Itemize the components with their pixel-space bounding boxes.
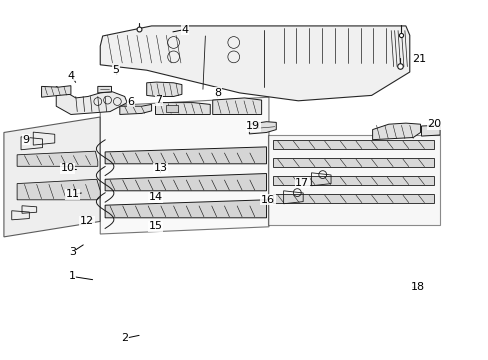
Text: 19: 19: [246, 121, 260, 131]
Text: 20: 20: [427, 119, 440, 129]
Text: 3: 3: [69, 247, 76, 257]
Polygon shape: [100, 97, 268, 234]
Polygon shape: [56, 86, 127, 114]
Polygon shape: [249, 122, 276, 134]
Polygon shape: [166, 105, 178, 112]
Polygon shape: [212, 98, 261, 114]
Text: 8: 8: [214, 88, 221, 98]
Text: 10: 10: [61, 163, 74, 174]
Polygon shape: [272, 140, 433, 149]
Text: 18: 18: [410, 282, 424, 292]
Polygon shape: [146, 82, 182, 96]
Polygon shape: [17, 151, 98, 166]
Text: 7: 7: [155, 95, 162, 105]
Text: 6: 6: [127, 97, 134, 107]
Polygon shape: [272, 194, 433, 203]
Polygon shape: [272, 176, 433, 185]
Text: 4: 4: [181, 24, 188, 35]
Text: 13: 13: [153, 163, 167, 174]
Polygon shape: [105, 200, 266, 218]
Polygon shape: [100, 26, 409, 101]
Text: 21: 21: [412, 54, 426, 64]
Text: 1: 1: [69, 271, 76, 282]
Text: 11: 11: [65, 189, 79, 199]
Polygon shape: [421, 125, 439, 136]
Polygon shape: [105, 147, 266, 164]
Polygon shape: [272, 158, 433, 167]
Polygon shape: [4, 117, 100, 237]
Polygon shape: [98, 86, 111, 93]
Text: 16: 16: [261, 195, 274, 205]
Polygon shape: [155, 103, 210, 114]
Polygon shape: [267, 135, 439, 225]
Polygon shape: [120, 104, 151, 114]
Text: 4: 4: [67, 71, 74, 81]
Text: 12: 12: [80, 216, 94, 226]
Polygon shape: [41, 86, 71, 97]
Text: 17: 17: [295, 178, 308, 188]
Polygon shape: [105, 174, 266, 191]
Text: 2: 2: [121, 333, 128, 343]
Text: 9: 9: [22, 135, 29, 145]
Text: 14: 14: [148, 192, 162, 202]
Polygon shape: [17, 179, 100, 200]
Polygon shape: [372, 123, 420, 140]
Text: 5: 5: [112, 65, 119, 75]
Text: 15: 15: [148, 221, 162, 231]
